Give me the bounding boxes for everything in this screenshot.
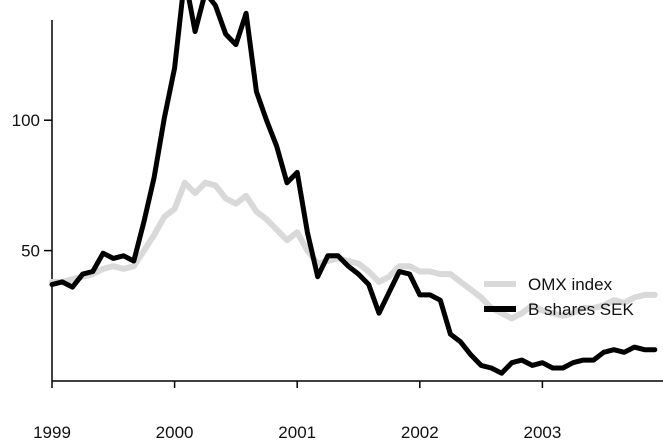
x-tick-label: 2000 xyxy=(156,423,194,442)
x-tick-label: 2002 xyxy=(401,423,439,442)
x-tick-label: 2001 xyxy=(278,423,316,442)
series-layer xyxy=(49,0,658,376)
y-axis: 50100150 xyxy=(12,20,53,381)
series-line-omx-index xyxy=(49,179,658,322)
x-tick-label: 1999 xyxy=(33,423,71,442)
series-line-b-shares-sek xyxy=(49,0,658,376)
x-tick-label: 2003 xyxy=(523,423,561,442)
legend-label-omx-index: OMX index xyxy=(528,275,613,294)
y-tick-label: 50 xyxy=(21,242,40,261)
legend: OMX index B shares SEK xyxy=(484,275,634,319)
x-axis: 1999 2000 2001 2002 2003 xyxy=(33,380,663,442)
legend-label-b-shares-sek: B shares SEK xyxy=(528,300,634,319)
y-tick-label: 100 xyxy=(12,111,40,130)
